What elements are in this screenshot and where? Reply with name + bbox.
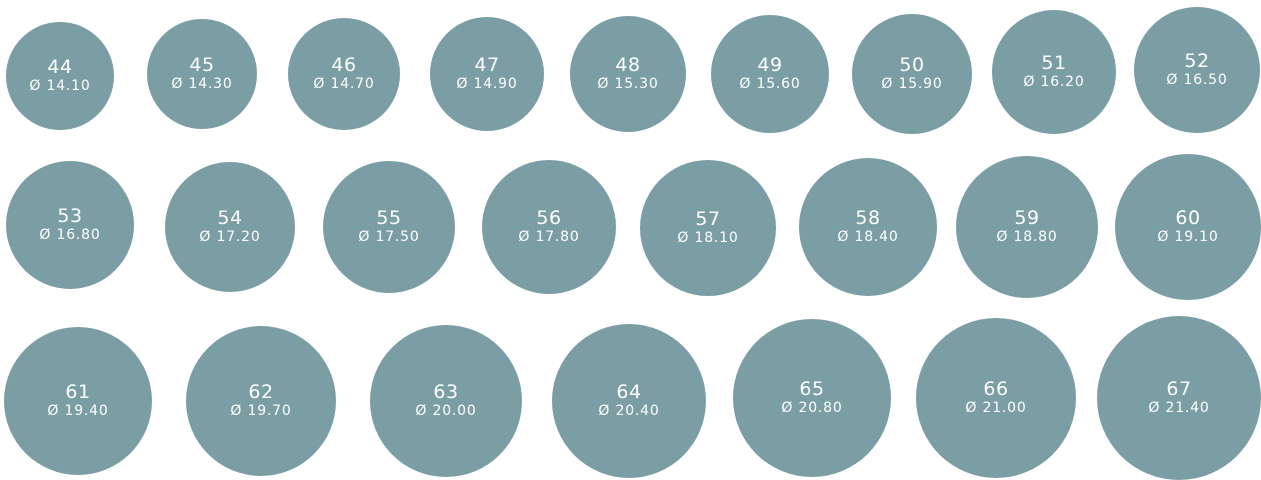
ring-size-label: 59 [1014, 207, 1040, 230]
ring-diameter-label: Ø 17.20 [199, 229, 261, 246]
ring-diameter-label: Ø 17.50 [358, 229, 420, 246]
ring-size-label: 60 [1175, 207, 1201, 230]
ring-size-label: 56 [536, 207, 562, 230]
ring-diameter-label: Ø 16.20 [1023, 74, 1085, 91]
ring-diameter-label: Ø 19.10 [1157, 229, 1219, 246]
ring-size-circle: 66 Ø 21.00 [916, 318, 1076, 478]
ring-size-label: 66 [983, 378, 1009, 401]
ring-size-circle: 58 Ø 18.40 [799, 158, 937, 296]
ring-size-label: 57 [695, 208, 721, 231]
ring-size-circle: 54 Ø 17.20 [165, 162, 295, 292]
ring-size-label: 50 [899, 54, 925, 77]
ring-size-label: 65 [799, 378, 825, 401]
ring-diameter-label: Ø 15.60 [739, 76, 801, 93]
ring-size-label: 63 [433, 381, 459, 404]
ring-diameter-label: Ø 21.00 [965, 400, 1027, 417]
ring-size-circle: 61 Ø 19.40 [4, 327, 152, 475]
ring-size-circle: 46 Ø 14.70 [288, 18, 400, 130]
ring-size-circle: 53 Ø 16.80 [6, 161, 134, 289]
ring-size-label: 64 [616, 381, 642, 404]
ring-diameter-label: Ø 20.00 [415, 403, 477, 420]
ring-size-label: 58 [855, 207, 881, 230]
ring-size-label: 67 [1166, 378, 1192, 401]
ring-diameter-label: Ø 18.80 [996, 229, 1058, 246]
ring-size-label: 55 [376, 207, 402, 230]
ring-diameter-label: Ø 15.90 [881, 76, 943, 93]
ring-size-circle: 56 Ø 17.80 [482, 160, 616, 294]
ring-diameter-label: Ø 14.30 [171, 76, 233, 93]
ring-size-label: 45 [189, 54, 215, 77]
ring-size-label: 61 [65, 381, 91, 404]
ring-diameter-label: Ø 14.90 [456, 76, 518, 93]
ring-size-label: 54 [217, 207, 243, 230]
ring-diameter-label: Ø 18.10 [677, 230, 739, 247]
ring-diameter-label: Ø 16.80 [39, 227, 101, 244]
ring-size-circle: 47 Ø 14.90 [430, 17, 544, 131]
ring-size-circle: 64 Ø 20.40 [552, 324, 706, 478]
ring-diameter-label: Ø 20.80 [781, 400, 843, 417]
ring-diameter-label: Ø 19.70 [230, 403, 292, 420]
ring-size-label: 46 [331, 54, 357, 77]
ring-size-label: 49 [757, 54, 783, 77]
ring-size-circle: 63 Ø 20.00 [370, 325, 522, 477]
ring-size-circle: 44 Ø 14.10 [6, 22, 114, 130]
ring-size-circle: 62 Ø 19.70 [186, 326, 336, 476]
ring-diameter-label: Ø 14.10 [29, 78, 91, 95]
ring-size-circle: 49 Ø 15.60 [711, 15, 829, 133]
ring-size-circle: 60 Ø 19.10 [1115, 154, 1261, 300]
ring-size-circle: 55 Ø 17.50 [323, 161, 455, 293]
ring-diameter-label: Ø 19.40 [47, 403, 109, 420]
ring-size-circle: 57 Ø 18.10 [640, 160, 776, 296]
ring-diameter-label: Ø 18.40 [837, 229, 899, 246]
ring-diameter-label: Ø 15.30 [597, 76, 659, 93]
ring-size-circle: 51 Ø 16.20 [992, 10, 1116, 134]
ring-size-circle: 48 Ø 15.30 [570, 16, 686, 132]
ring-size-circle: 45 Ø 14.30 [147, 19, 257, 129]
ring-diameter-label: Ø 16.50 [1166, 72, 1228, 89]
ring-size-label: 52 [1184, 50, 1210, 73]
ring-size-label: 53 [57, 205, 83, 228]
ring-size-label: 48 [615, 54, 641, 77]
ring-size-circle: 50 Ø 15.90 [852, 14, 972, 134]
ring-size-label: 47 [474, 54, 500, 77]
ring-size-circle: 65 Ø 20.80 [733, 319, 891, 477]
ring-size-circle: 59 Ø 18.80 [956, 156, 1098, 298]
ring-size-label: 51 [1041, 52, 1067, 75]
ring-diameter-label: Ø 20.40 [598, 403, 660, 420]
ring-size-circle: 52 Ø 16.50 [1134, 7, 1260, 133]
ring-diameter-label: Ø 21.40 [1148, 400, 1210, 417]
ring-diameter-label: Ø 17.80 [518, 229, 580, 246]
ring-size-circle: 67 Ø 21.40 [1097, 316, 1261, 480]
ring-diameter-label: Ø 14.70 [313, 76, 375, 93]
ring-size-label: 62 [248, 381, 274, 404]
ring-size-label: 44 [47, 56, 73, 79]
